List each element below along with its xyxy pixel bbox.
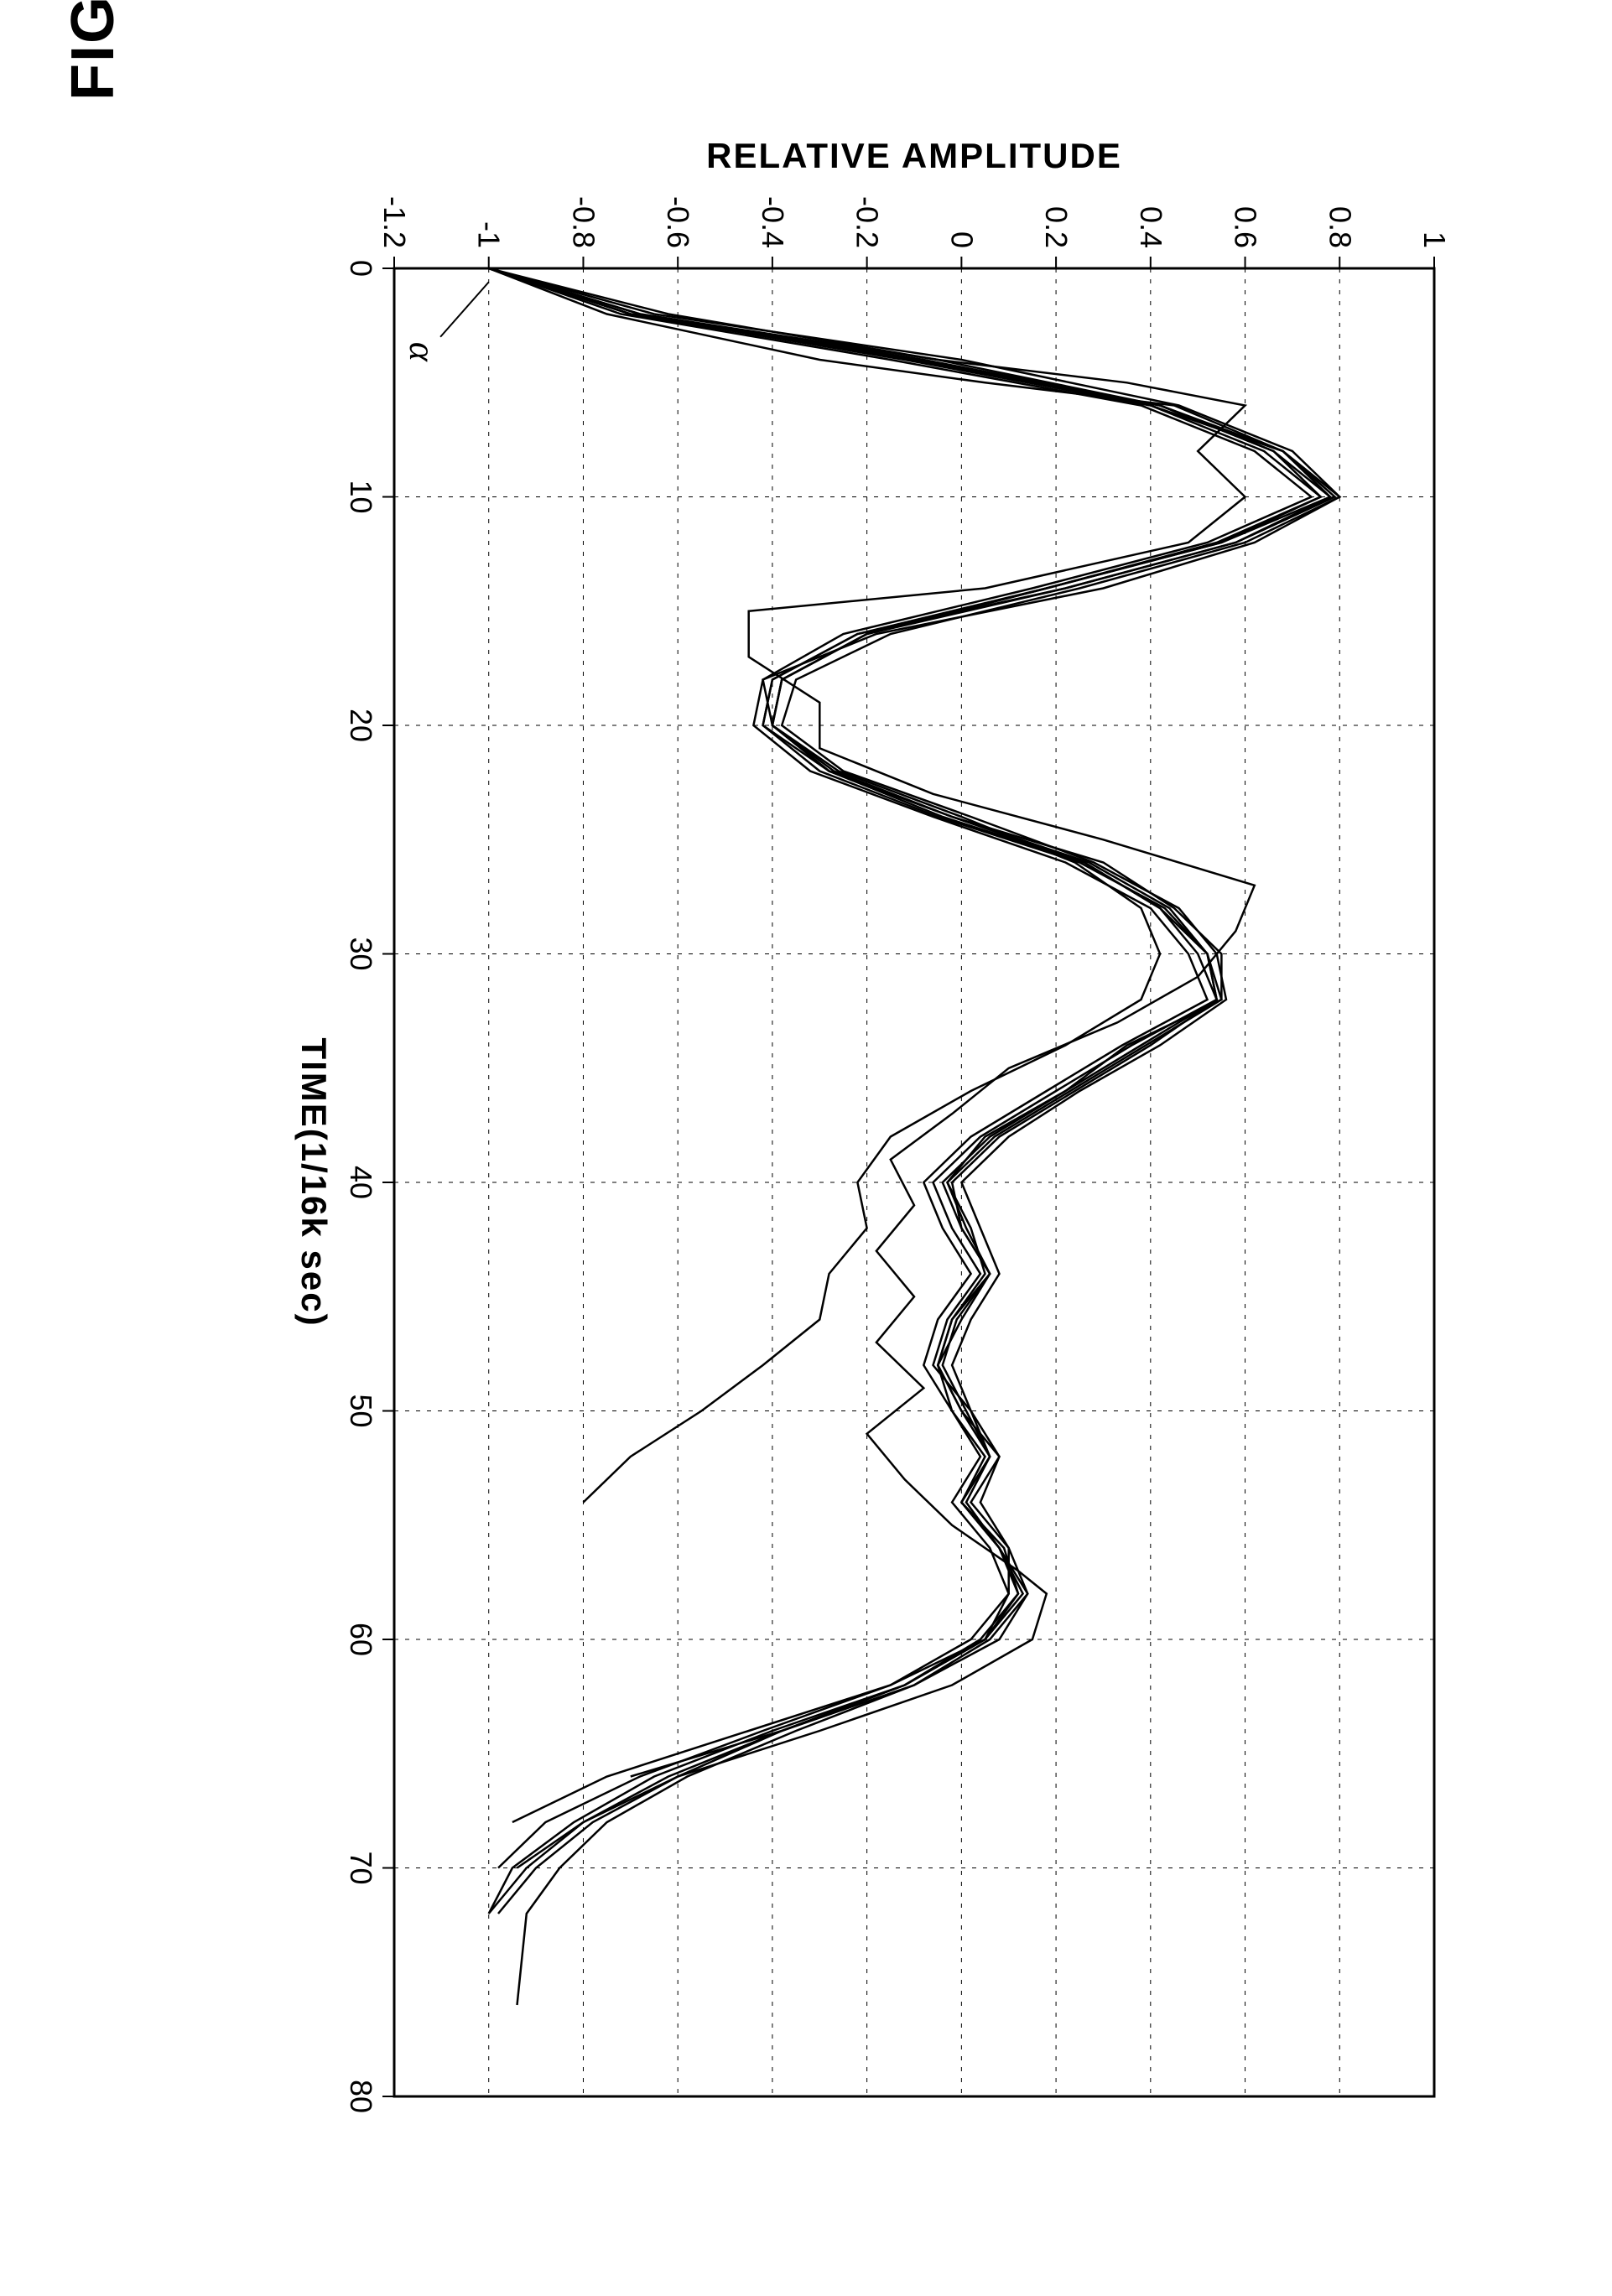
series-8 [489,268,1330,1503]
y-tick-label: -1 [472,221,507,248]
x-tick-label: 30 [344,937,378,970]
x-axis-title: TIME(1/16k sec) [294,1037,334,1327]
y-tick-label: -0.6 [661,196,695,248]
annotation-alpha: α [402,342,443,362]
figure-label: FIG.2 [59,0,127,101]
x-tick-label: 40 [344,1166,378,1199]
x-tick-label: 0 [344,260,378,277]
y-tick-label: 0 [944,231,979,248]
series-6 [489,268,1321,1914]
x-tick-label: 50 [344,1394,378,1427]
series-7 [489,268,1255,1868]
y-axis-title: RELATIVE AMPLITUDE [706,136,1122,175]
y-tick-label: 0.6 [1229,206,1263,248]
chart-container: 01020304050607080-1.2-1-0.8-0.6-0.4-0.20… [0,520,1612,1778]
series-3 [489,268,1321,2005]
x-tick-label: 20 [344,709,378,742]
x-tick-label: 10 [344,480,378,513]
y-tick-label: 0.2 [1039,206,1074,248]
x-tick-label: 70 [344,1851,378,1884]
amplitude-chart: 01020304050607080-1.2-1-0.8-0.6-0.4-0.20… [226,126,1485,2172]
y-tick-label: 0.8 [1323,206,1357,248]
y-tick-label: -1.2 [377,196,412,248]
series-4 [489,268,1312,1868]
x-tick-label: 80 [344,2080,378,2113]
y-tick-label: -0.4 [756,196,790,248]
y-tick-label: 1 [1417,231,1452,248]
x-tick-label: 60 [344,1623,378,1656]
series-2 [489,268,1330,1914]
series-5 [489,268,1340,1777]
series-1 [489,268,1340,1822]
y-tick-label: -0.2 [850,196,885,248]
y-tick-label: 0.4 [1134,206,1168,248]
y-tick-label: -0.8 [566,196,601,248]
annotation-leader [440,282,489,336]
series-9 [489,268,1335,1914]
